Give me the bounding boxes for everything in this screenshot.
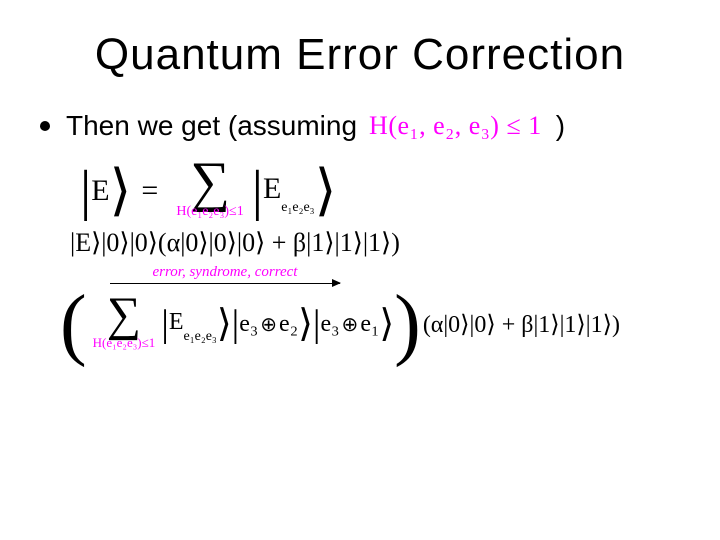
equation-1: | E ⟩ = ∑ H(e₁e₂e₃)≤1 | Ee₁e₂e₃ ⟩ bbox=[80, 162, 690, 220]
equation-2: |E⟩|0⟩|0⟩(α|0⟩|0⟩|0⟩ + β|1⟩|1⟩|1⟩) bbox=[70, 228, 690, 258]
close-paren: ) bbox=[394, 294, 421, 354]
equals-sign: = bbox=[141, 174, 158, 208]
equation-3: ( ∑ H(e₁e₂e₃)≤1 | Ee₁e₂e₃ ⟩ | e₃⊕e₂ bbox=[60, 294, 690, 354]
sum-symbol-2: ∑ H(e₁e₂e₃)≤1 bbox=[93, 297, 156, 351]
equation-block: | E ⟩ = ∑ H(e₁e₂e₃)≤1 | Ee₁e₂e₃ ⟩ |E⟩|0⟩… bbox=[80, 162, 690, 354]
arrow-label-block: error, syndrome, correct bbox=[110, 264, 340, 284]
bullet-prefix: Then we get (assuming bbox=[66, 110, 357, 142]
arrow-label: error, syndrome, correct bbox=[153, 264, 298, 281]
ket-xor-1: | e₃⊕e₂ ⟩ bbox=[232, 309, 313, 339]
bullet-condition: H(e₁, e₂, e₃) ≤ 1 bbox=[369, 111, 542, 141]
equation-3-tail: (α|0⟩|0⟩ + β|1⟩|1⟩|1⟩) bbox=[423, 310, 620, 339]
ket-E-rhs: | Ee₁e₂e₃ ⟩ bbox=[252, 171, 337, 211]
open-paren: ( bbox=[60, 294, 87, 354]
slide-title: Quantum Error Correction bbox=[30, 30, 690, 80]
bullet-suffix: ) bbox=[556, 110, 565, 142]
ket-E-sub: | Ee₁e₂e₃ ⟩ bbox=[161, 309, 231, 340]
ket-xor-2: | e₃⊕e₁ ⟩ bbox=[313, 309, 394, 339]
arrow-icon bbox=[110, 283, 340, 284]
bullet-line: Then we get (assuming H(e₁, e₂, e₃) ≤ 1 … bbox=[40, 110, 690, 142]
slide: Quantum Error Correction Then we get (as… bbox=[0, 0, 720, 540]
ket-E-lhs: | E ⟩ bbox=[80, 171, 131, 211]
bullet-icon bbox=[40, 121, 50, 131]
sum-symbol: ∑ H(e₁e₂e₃)≤1 bbox=[176, 162, 243, 220]
